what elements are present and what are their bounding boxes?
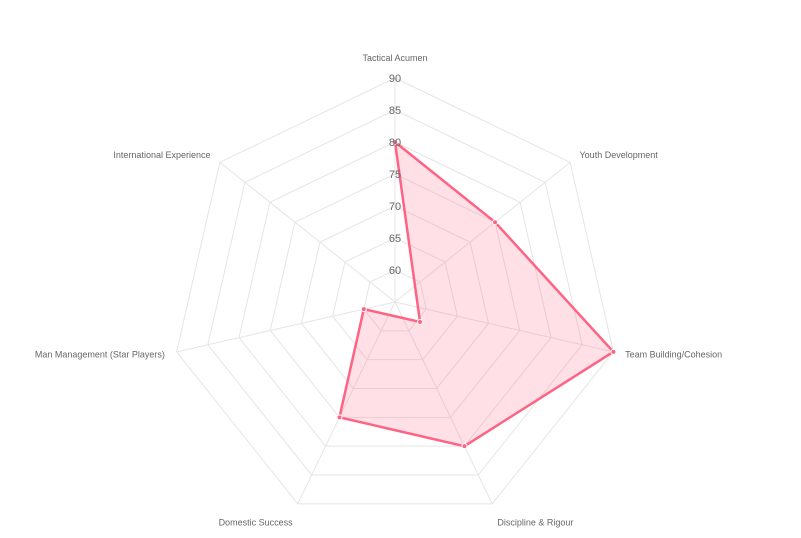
tick-label-65: 65 [389,233,401,245]
grid-ring-70 [300,205,490,389]
tick-label-85: 85 [389,105,401,117]
spoke-3 [394,301,493,505]
tick-label-75: 75 [389,169,401,181]
grid-ring-80 [238,141,552,447]
spoke-2 [394,301,614,353]
grid-ring-65 [332,237,458,361]
axis-label-6: International Experience [113,150,210,160]
tick-label-90: 90 [389,73,401,85]
spoke-5 [176,301,396,353]
grid-ring-60 [363,269,427,332]
data-point-1[interactable] [492,219,499,226]
data-point-5[interactable] [360,306,367,313]
grid-ring-85 [207,109,583,476]
data-point-2[interactable] [610,348,617,355]
axis-label-1: Youth Development [580,150,659,160]
axis-label-4: Domestic Success [219,518,294,528]
axis-label-3: Discipline & Rigour [497,518,573,528]
radar-tick-labels: 60 65 70 75 80 85 90 [389,73,401,277]
tick-label-80: 80 [389,137,401,149]
spoke-6 [219,161,396,303]
tick-label-70: 70 [389,201,401,213]
radar-series [336,139,617,450]
radar-axis-labels: Tactical Acumen Youth Development Team Bui… [35,53,722,528]
data-point-0[interactable] [392,139,398,145]
spoke-1 [394,161,571,303]
radar-spokes [176,78,614,505]
grid-ring-90 [176,77,614,505]
data-point-3[interactable] [461,443,468,450]
grid-ring-75 [269,173,521,418]
series-area-0 [338,140,615,448]
data-point-6[interactable] [417,318,424,325]
radar-grid [176,77,614,505]
tick-label-60: 60 [389,265,401,277]
axis-label-2: Team Building/Cohesion [625,350,722,360]
axis-label-0: Tactical Acumen [362,53,427,63]
data-point-4[interactable] [336,414,343,421]
axis-label-5: Man Management (Star Players) [35,350,165,360]
spoke-4 [297,301,396,505]
